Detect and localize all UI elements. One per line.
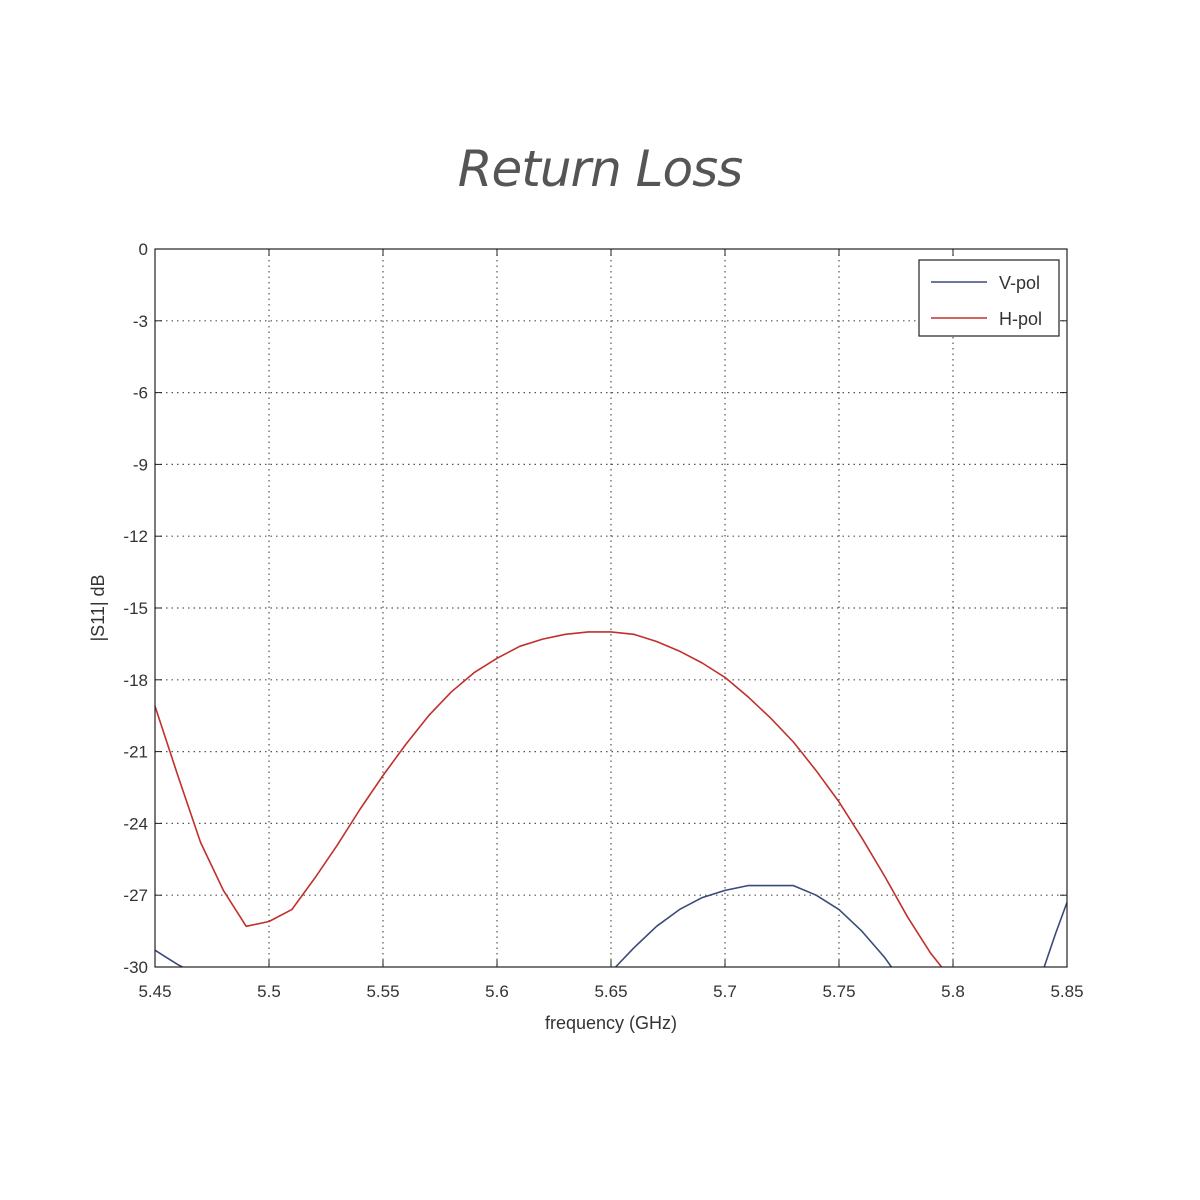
series-line-v-pol xyxy=(615,884,893,968)
x-tick-label: 5.8 xyxy=(941,982,965,1001)
y-tick-label: -18 xyxy=(123,671,148,690)
x-tick-label: 5.75 xyxy=(822,982,855,1001)
y-axis-label: |S11| dB xyxy=(88,574,108,641)
x-tick-label: 5.45 xyxy=(138,982,171,1001)
x-axis-label: frequency (GHz) xyxy=(545,1013,677,1033)
x-tick-label: 5.5 xyxy=(257,982,281,1001)
y-tick-label: -6 xyxy=(133,384,148,403)
y-tick-label: -9 xyxy=(133,455,148,474)
y-tick-label: 0 xyxy=(139,240,148,259)
y-tick-label: -27 xyxy=(123,886,148,905)
y-tick-label: -21 xyxy=(123,743,148,762)
legend-box xyxy=(918,259,1060,337)
x-tick-label: 5.6 xyxy=(485,982,509,1001)
chart-title: Return Loss xyxy=(457,140,743,198)
y-tick-label: -30 xyxy=(123,958,148,977)
legend-label-h-pol: H-pol xyxy=(999,309,1042,329)
y-axis: 0 -3 -6 -9 -12 -15 -18 -21 -24 -27 -30 xyxy=(123,240,1067,977)
x-tick-label: 5.85 xyxy=(1050,982,1083,1001)
series-line-h-pol xyxy=(154,631,943,968)
grid xyxy=(155,249,1067,967)
x-axis: 5.45 5.5 5.55 5.6 5.65 5.7 5.75 5.8 5.85 xyxy=(138,249,1084,1001)
y-tick-label: -15 xyxy=(123,599,148,618)
x-tick-label: 5.65 xyxy=(594,982,627,1001)
series-line-v-pol xyxy=(1043,902,1068,968)
series-line-v-pol xyxy=(154,949,183,968)
series-lines xyxy=(154,631,1068,968)
legend: V-pol H-pol xyxy=(918,259,1060,337)
legend-label-v-pol: V-pol xyxy=(999,273,1040,293)
x-tick-label: 5.55 xyxy=(366,982,399,1001)
y-tick-label: -24 xyxy=(123,814,148,833)
y-tick-label: -3 xyxy=(133,312,148,331)
y-tick-label: -12 xyxy=(123,527,148,546)
x-tick-label: 5.7 xyxy=(713,982,737,1001)
